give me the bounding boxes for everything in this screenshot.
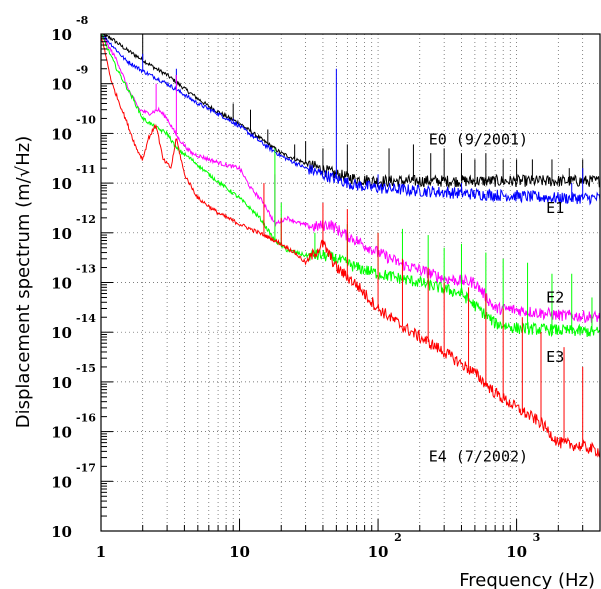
y-tick-exponent: -8 <box>76 14 89 27</box>
y-tick-label: 10 <box>51 275 72 293</box>
y-tick-label: 10 <box>51 76 72 94</box>
y-tick-exponent: -10 <box>76 113 96 126</box>
series-1 <box>100 33 601 206</box>
series-line <box>100 33 601 324</box>
y-tick-exponent: -17 <box>76 461 96 474</box>
y-tick-label: 10 <box>51 225 72 243</box>
tick-labels: 1 10 10210310-810-910-1010-1110-1210-1310-… <box>51 14 540 561</box>
y-tick-label: 10 <box>51 26 72 44</box>
y-axis-title: Displacement spectrum (m/√Hz) <box>13 136 34 428</box>
y-tick-exponent: -12 <box>76 213 96 226</box>
y-tick-label: 10 <box>51 175 72 193</box>
x-tick-label: 10 <box>368 543 389 561</box>
y-tick-exponent: -11 <box>76 163 96 176</box>
series-label: E2 <box>546 288 564 306</box>
y-tick-exponent: -9 <box>76 64 88 77</box>
y-tick-label: 10 <box>51 473 72 491</box>
y-tick-label: 10 <box>51 324 72 342</box>
y-tick-label: 10 <box>51 374 72 392</box>
series-line <box>100 33 601 338</box>
series-0 <box>100 33 601 189</box>
axis-ticks <box>100 33 601 532</box>
x-tick-label: 10 <box>229 543 250 561</box>
series-label: E4 (7/2002) <box>429 448 528 466</box>
series-layer <box>100 33 601 459</box>
series-line <box>100 33 601 459</box>
y-tick-exponent: -16 <box>76 412 96 425</box>
series-label: E1 <box>546 199 564 217</box>
series-line <box>100 33 601 206</box>
series-line <box>100 33 601 189</box>
y-tick-exponent: -13 <box>76 263 96 276</box>
x-tick-label: 1 <box>96 543 106 561</box>
y-tick-label: 10 <box>51 424 72 442</box>
y-tick-exponent: -15 <box>76 362 96 375</box>
series-labels: E0 (9/2001) E1 E2 E3 E4 (7/2002) <box>429 130 565 465</box>
y-tick-label: 10 <box>51 523 72 541</box>
series-4 <box>100 33 601 459</box>
y-tick-exponent: -14 <box>76 312 96 325</box>
x-tick-exponent: 3 <box>533 531 541 544</box>
x-tick-label: 10 <box>506 543 527 561</box>
series-label: E3 <box>546 348 564 366</box>
y-tick-label: 10 <box>51 125 72 143</box>
x-axis-title: Frequency (Hz) <box>459 570 595 589</box>
series-label: E0 (9/2001) <box>429 130 528 148</box>
x-tick-exponent: 2 <box>394 531 402 544</box>
